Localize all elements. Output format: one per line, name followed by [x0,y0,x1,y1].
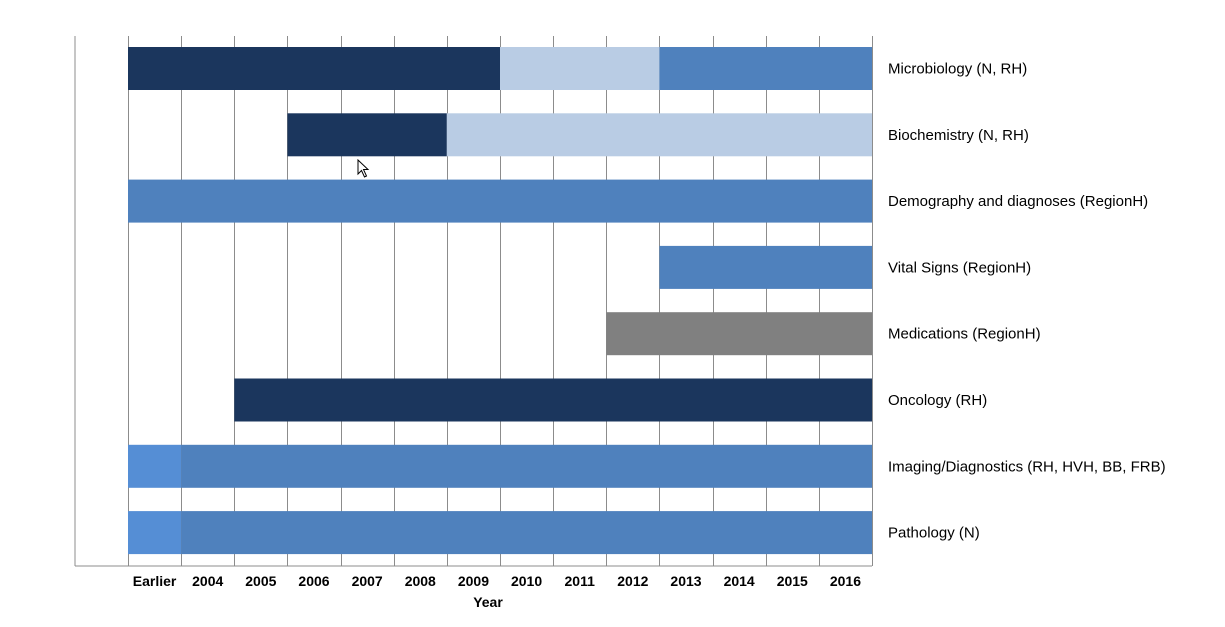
bar-row0-seg0 [128,47,500,90]
bar-row2-seg0 [128,179,872,223]
bar-row0-seg1 [500,47,660,90]
row-label: Medications (RegionH) [888,326,1041,343]
row-labels: Microbiology (N, RH) Biochemistry (N, RH)… [888,61,1166,542]
x-tick-label: 2011 [565,573,596,589]
x-tick-label: 2008 [405,573,436,589]
axes [74,36,872,567]
x-tick-label: 2005 [245,573,276,589]
bars [128,47,873,555]
x-tick-label: 2014 [724,573,755,589]
row-label: Microbiology (N, RH) [888,61,1027,78]
bar-row4-seg0 [606,312,872,356]
bar-row0-seg2 [659,47,872,90]
row-label: Pathology (N) [888,525,980,542]
bar-row7-seg0 [128,511,182,555]
x-tick-label: 2007 [352,573,383,589]
bar-row7-seg1 [181,511,873,555]
row-label: Biochemistry (N, RH) [888,127,1029,144]
bar-row6-seg0 [128,444,182,488]
x-tick-label: 2016 [830,573,861,589]
bar-row5-seg0 [234,378,873,422]
x-tick-label: 2013 [670,573,701,589]
row-label: Imaging/Diagnostics (RH, HVH, BB, FRB) [888,458,1166,475]
mouse-cursor-icon [357,159,370,178]
bar-row1-seg1 [446,113,872,157]
x-tick-label: 2009 [458,573,489,589]
row-label: Oncology (RH) [888,392,987,409]
x-tick-label: 2015 [777,573,808,589]
x-tick-label: 2006 [298,573,329,589]
x-tick-label: 2010 [511,573,542,589]
x-tick-label: 2004 [192,573,223,589]
row-label: Vital Signs (RegionH) [888,259,1031,276]
x-axis-title: Year [473,594,503,610]
x-tick-labels: Earlier 2004 2005 2006 2007 2008 2009 2010 2011 2… [133,573,861,589]
bar-row1-seg0 [287,113,447,157]
row-label: Demography and diagnoses (RegionH) [888,193,1148,210]
bar-row6-seg1 [181,444,873,488]
bar-row3-seg0 [659,245,872,289]
x-tick-label: 2012 [617,573,648,589]
x-tick-label: Earlier [133,573,177,589]
